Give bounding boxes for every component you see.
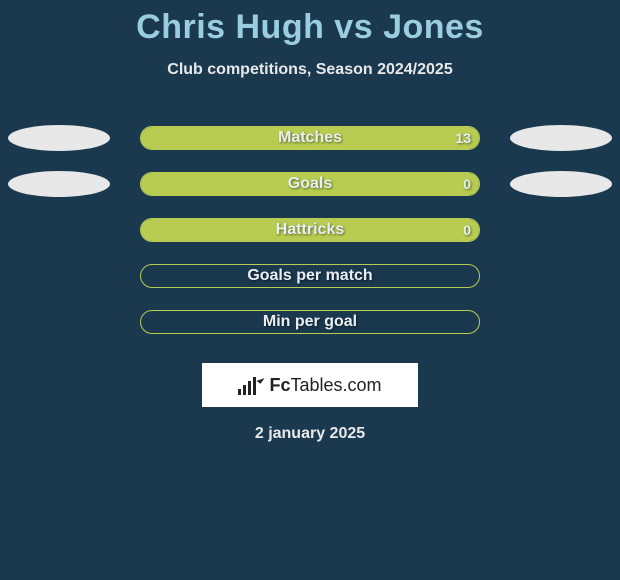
bar-track [140,264,480,288]
right-value-ellipse [510,125,612,151]
stat-row: Goals per match [0,253,620,299]
left-value-ellipse [8,171,110,197]
bar-track [140,310,480,334]
bar-fill [141,127,479,149]
bar-fill [141,219,479,241]
bar-fill [141,173,479,195]
bar-track: 0 [140,218,480,242]
bar-track: 13 [140,126,480,150]
bar-value-right: 0 [463,176,471,192]
bar-value-right: 0 [463,222,471,238]
right-value-ellipse [510,171,612,197]
stat-row: 0 Goals [0,161,620,207]
bar-value-right: 13 [455,130,471,146]
bar-track: 0 [140,172,480,196]
stat-row: 13 Matches [0,115,620,161]
footer-date: 2 january 2025 [0,425,620,443]
comparison-chart: 13 Matches 0 Goals 0 Hattricks Goals per… [0,115,620,345]
arrow-icon [257,375,265,384]
stat-row: 0 Hattricks [0,207,620,253]
stat-row: Min per goal [0,299,620,345]
page-title: Chris Hugh vs Jones [0,0,620,47]
page-subtitle: Club competitions, Season 2024/2025 [0,61,620,79]
fctables-logo: FcTables.com [202,363,418,407]
left-value-ellipse [8,125,110,151]
chart-icon [238,375,256,395]
logo-text: FcTables.com [269,375,381,396]
